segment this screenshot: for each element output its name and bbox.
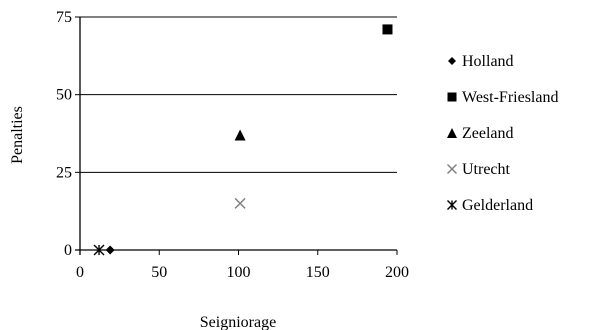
- legend-marker-stroke: [446, 163, 458, 175]
- data-point: [234, 129, 246, 141]
- legend-marker: [446, 163, 458, 175]
- legend-label: Zeeland: [462, 125, 514, 142]
- y-tick-label: 0: [64, 242, 72, 259]
- legend-item: Utrecht: [446, 161, 511, 178]
- legend-marker: [447, 92, 457, 102]
- data-point: [382, 24, 393, 35]
- y-tick-label: 75: [56, 9, 72, 26]
- legend-label: Gelderland: [462, 197, 533, 214]
- legend: Holland West-Friesland Zeeland Utrecht Gelde…: [446, 53, 558, 214]
- legend-marker: [447, 128, 457, 138]
- legend-item: Gelderland: [447, 197, 533, 214]
- data-point-stroke: [234, 197, 246, 209]
- x-tick-label: 200: [385, 264, 409, 281]
- legend-marker: [448, 57, 456, 65]
- x-tick-label: 150: [306, 264, 330, 281]
- y-axis-label: Penalties: [9, 106, 26, 164]
- y-tick-label: 50: [56, 87, 72, 104]
- legend-label: Holland: [462, 53, 514, 70]
- x-tick-label: 100: [227, 264, 251, 281]
- legend-label: West-Friesland: [462, 89, 558, 106]
- gridlines: [80, 16, 397, 173]
- data-point: [105, 245, 115, 255]
- legend-marker: [447, 200, 457, 210]
- y-tick-label: 25: [56, 164, 72, 181]
- legend-item: Holland: [448, 53, 514, 70]
- legend-item: West-Friesland: [447, 89, 558, 106]
- data-points: [93, 24, 393, 256]
- x-tick-label: 50: [151, 264, 167, 281]
- tick-labels: 0 25 50 75 0 50 100 150 200: [56, 9, 409, 281]
- axes: [75, 16, 398, 255]
- data-point: [93, 244, 105, 256]
- x-tick-label: 0: [76, 264, 84, 281]
- legend-label: Utrecht: [462, 161, 511, 178]
- legend-item: Zeeland: [447, 125, 514, 142]
- x-axis-label: Seigniorage: [200, 314, 276, 330]
- data-point: [234, 197, 246, 209]
